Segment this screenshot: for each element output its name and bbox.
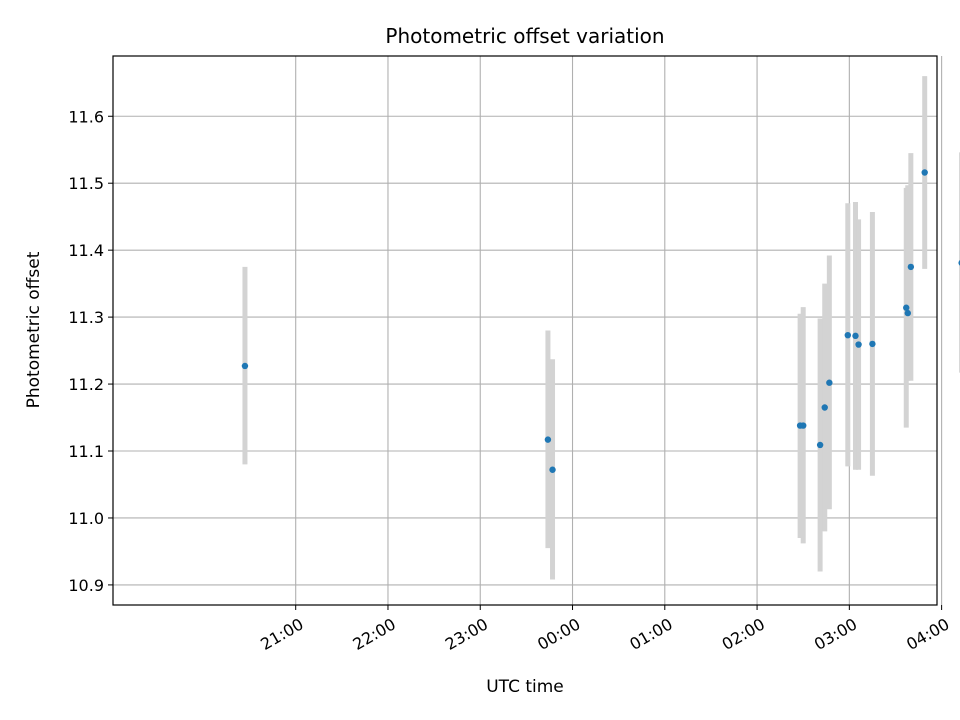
data-point xyxy=(903,304,910,311)
data-point xyxy=(869,340,876,348)
y-tick-label: 11.3 xyxy=(68,308,104,327)
data-point xyxy=(904,309,911,317)
data-point xyxy=(852,332,859,340)
data-points xyxy=(241,169,960,473)
y-tick-label: 11.6 xyxy=(68,107,104,126)
data-point xyxy=(816,441,824,449)
data-point xyxy=(800,422,807,429)
data-point xyxy=(544,436,552,443)
y-tick-label: 11.2 xyxy=(68,375,104,394)
data-point xyxy=(844,331,852,339)
y-tick-label: 11.4 xyxy=(68,241,104,260)
data-point xyxy=(826,379,833,386)
y-tick-label: 11.5 xyxy=(68,174,104,193)
data-point xyxy=(549,466,556,473)
data-point xyxy=(921,169,928,176)
plot-area xyxy=(113,56,937,605)
chart-title: Photometric offset variation xyxy=(385,24,664,48)
y-tick-label: 11.1 xyxy=(68,442,104,461)
x-axis-label: UTC time xyxy=(486,677,564,697)
plot-frame xyxy=(112,55,938,606)
data-point xyxy=(241,362,249,370)
data-point xyxy=(907,263,915,271)
data-point xyxy=(821,404,828,411)
y-axis-ticks: 10.9 11.0 11.1 11.2 11.3 11.4 11.5 11.6 xyxy=(68,107,113,595)
y-tick-label: 11.0 xyxy=(68,509,104,528)
data-point xyxy=(855,341,862,348)
y-axis-label: Photometric offset xyxy=(24,251,44,408)
y-tick-label: 10.9 xyxy=(68,576,104,595)
